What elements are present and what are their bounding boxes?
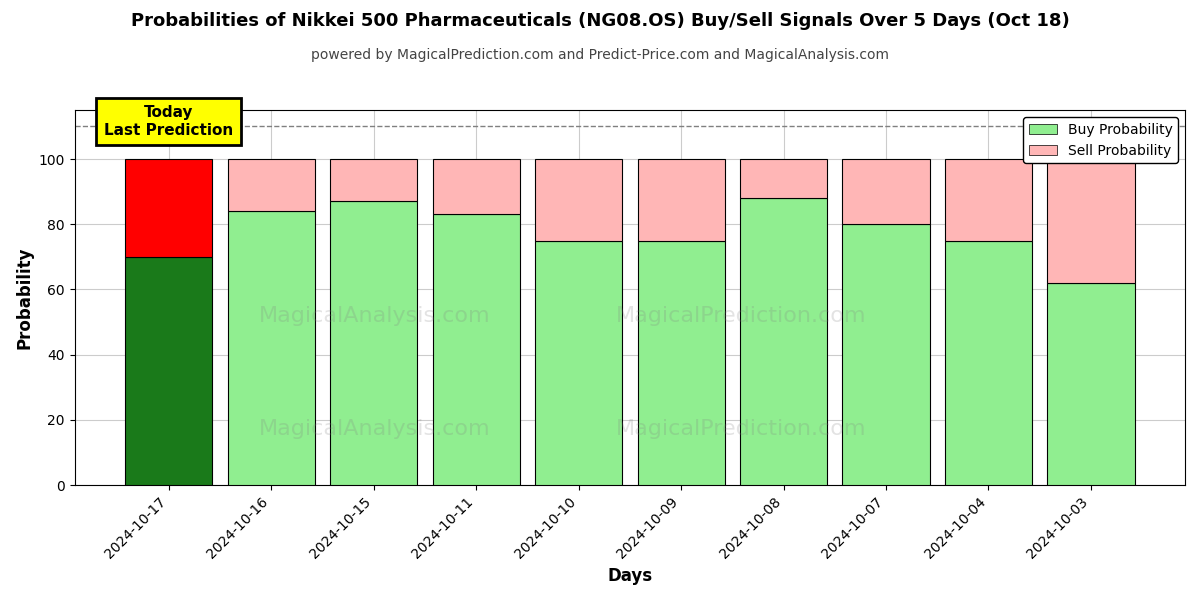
Bar bbox=[740, 198, 827, 485]
Text: MagicalPrediction.com: MagicalPrediction.com bbox=[616, 307, 866, 326]
Bar bbox=[228, 211, 314, 485]
Bar bbox=[535, 241, 622, 485]
Text: MagicalAnalysis.com: MagicalAnalysis.com bbox=[259, 307, 491, 326]
Text: Probabilities of Nikkei 500 Pharmaceuticals (NG08.OS) Buy/Sell Signals Over 5 Da: Probabilities of Nikkei 500 Pharmaceutic… bbox=[131, 12, 1069, 30]
Y-axis label: Probability: Probability bbox=[16, 247, 34, 349]
Bar bbox=[125, 257, 212, 485]
Bar bbox=[330, 202, 418, 485]
X-axis label: Days: Days bbox=[607, 567, 653, 585]
Bar bbox=[535, 159, 622, 241]
Bar bbox=[330, 159, 418, 202]
Bar bbox=[637, 241, 725, 485]
Bar bbox=[228, 159, 314, 211]
Bar bbox=[842, 159, 930, 224]
Text: powered by MagicalPrediction.com and Predict-Price.com and MagicalAnalysis.com: powered by MagicalPrediction.com and Pre… bbox=[311, 48, 889, 62]
Legend: Buy Probability, Sell Probability: Buy Probability, Sell Probability bbox=[1024, 117, 1178, 163]
Bar bbox=[740, 159, 827, 198]
Text: Today
Last Prediction: Today Last Prediction bbox=[104, 106, 233, 138]
Bar bbox=[432, 159, 520, 214]
Bar bbox=[637, 159, 725, 241]
Text: MagicalAnalysis.com: MagicalAnalysis.com bbox=[259, 419, 491, 439]
Bar bbox=[944, 159, 1032, 241]
Bar bbox=[842, 224, 930, 485]
Bar bbox=[432, 214, 520, 485]
Bar bbox=[1048, 283, 1134, 485]
Text: MagicalPrediction.com: MagicalPrediction.com bbox=[616, 419, 866, 439]
Bar bbox=[944, 241, 1032, 485]
Bar bbox=[1048, 159, 1134, 283]
Bar bbox=[125, 159, 212, 257]
